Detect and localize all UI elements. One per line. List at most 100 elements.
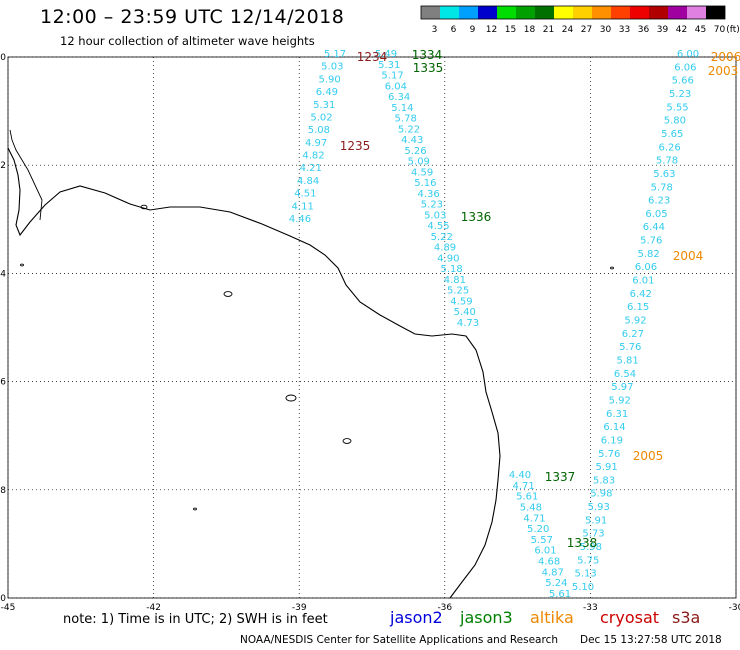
legend-swatch [611,6,630,19]
map-title: 12:00 – 23:59 UTC 12/14/2018 [40,6,345,28]
wave-height-value: 4.97 [305,138,327,149]
lon-tick-label: -39 [292,603,307,610]
island [285,394,297,402]
wave-height-value: 6.14 [603,422,625,433]
legend-swatch [440,6,459,19]
island [140,204,148,210]
island [342,438,352,444]
wave-height-value: 4.71 [523,513,545,524]
wave-height-value: 4.59 [450,296,472,307]
pass-id-label: 1234 [357,50,388,64]
wave-height-value: 4.87 [542,567,564,578]
wave-height-value: 5.91 [585,515,607,526]
wave-height-value: 4.43 [401,135,423,146]
altimeter-map: -45-42-39-36-33-300-2-4-6-8-105.175.035.… [0,48,740,610]
legend-label: 12 [486,25,497,35]
legend-label: 18 [524,25,536,35]
wave-height-value: 6.04 [385,81,407,92]
wave-height-value: 5.18 [440,264,462,275]
wave-height-value: 6.42 [630,289,652,300]
legend-label: 3 [432,25,438,35]
wave-height-value: 4.89 [434,243,456,254]
wave-height-value: 6.23 [648,196,670,207]
wave-height-value: 4.82 [302,151,324,162]
wave-height-value: 5.92 [609,395,631,406]
wave-height-value: 6.34 [388,92,410,103]
wave-height-value: 5.82 [637,249,659,260]
wave-height-value: 5.91 [595,462,617,473]
generated-timestamp: Dec 15 13:27:58 UTC 2018 [580,634,722,646]
wave-height-value: 5.10 [572,582,594,593]
legend-label: 45 [695,25,706,35]
color-legend: 3 6 9 12 15 18 21 24 27 30 33 36 39 42 45 70 (ft) [420,5,740,35]
wave-height-value: 6.49 [316,87,338,98]
legend-label: 39 [657,25,669,35]
pass-id-label: 1338 [567,536,598,550]
island [193,507,197,511]
wave-height-value: 6.44 [643,222,665,233]
wave-height-value: 5.17 [381,71,403,82]
wave-height-value: 5.76 [619,342,641,353]
wave-height-value: 5.76 [640,236,662,247]
island [223,291,233,297]
legend-swatch [497,6,516,19]
wave-height-value: 6.26 [658,142,680,153]
wave-height-value: 4.51 [294,189,316,200]
wave-height-value: 4.21 [300,163,322,174]
island [20,263,24,267]
island [610,266,614,270]
legend-swatch [687,6,706,19]
satellite-jason3-label: jason3 [460,608,513,627]
wave-height-value: 5.08 [308,125,330,136]
wave-height-value: 6.06 [674,62,696,73]
legend-label: 36 [638,25,650,35]
wave-height-value: 5.90 [318,74,340,85]
lat-tick-label: -10 [0,594,6,604]
wave-height-value: 5.98 [580,542,602,553]
wave-height-value: 5.83 [593,475,615,486]
wave-height-value: 6.54 [614,369,636,380]
satellite-altika-label: altika [530,608,574,627]
satellite-cryosat-label: cryosat [600,608,660,627]
legend-swatch [478,6,497,19]
wave-height-value: 5.61 [549,589,571,600]
wave-height-value: 6.27 [622,329,644,340]
wave-height-value: 6.31 [606,409,628,420]
lat-tick-label: -4 [0,269,6,279]
wave-height-value: 4.73 [457,318,479,329]
river-outline [9,129,43,221]
wave-height-value: 6.06 [635,262,657,273]
wave-height-value: 4.84 [297,176,319,187]
legend-label: 27 [581,25,592,35]
wave-height-value: 6.01 [534,546,556,557]
wave-height-value: 5.14 [391,103,413,114]
pass-id-label: 2005 [633,449,664,463]
legend-label: 6 [451,25,457,35]
legend-swatch [516,6,535,19]
map-subtitle: 12 hour collection of altimeter wave hei… [60,34,315,48]
wave-height-value: 5.16 [414,178,436,189]
legend-label: 9 [470,25,476,35]
wave-height-value: 6.05 [645,209,667,220]
wave-height-value: 4.59 [411,167,433,178]
lon-tick-label: -45 [1,603,16,610]
wave-height-value: 4.36 [418,189,440,200]
wave-height-value: 4.81 [444,275,466,286]
wave-height-value: 6.00 [677,49,699,60]
wave-height-value: 5.55 [666,102,688,113]
wave-height-value: 5.20 [527,524,549,535]
wave-height-value: 5.17 [324,49,346,60]
wave-height-value: 4.46 [289,214,311,225]
wave-height-value: 5.76 [598,449,620,460]
pass-id-label: 2004 [673,249,704,263]
wave-height-value: 5.40 [454,307,476,318]
legend-unit: (ft) [726,25,740,35]
legend-swatch [668,6,687,19]
satellite-jason2-label: jason2 [390,608,443,627]
wave-height-value: 5.22 [431,232,453,243]
legend-swatch [649,6,668,19]
wave-height-value: 6.01 [632,276,654,287]
wave-height-value: 5.23 [669,89,691,100]
legend-swatch [459,6,478,19]
wave-height-value: 5.73 [582,529,604,540]
